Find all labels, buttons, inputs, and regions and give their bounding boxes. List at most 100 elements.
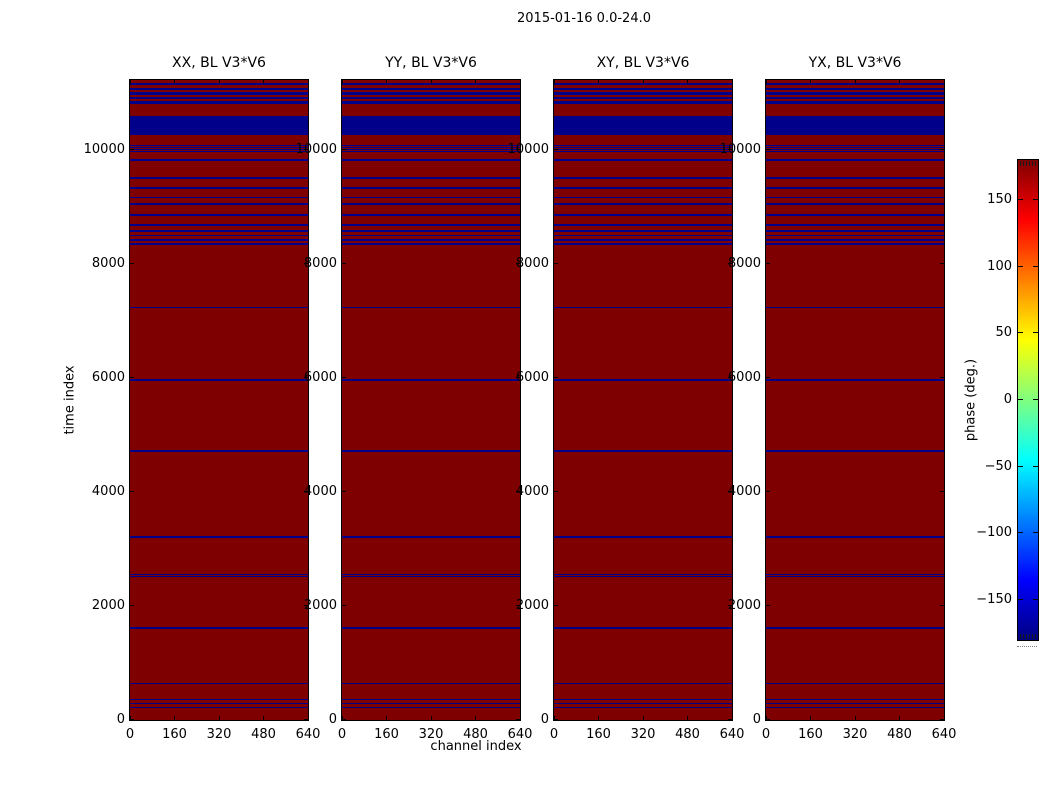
flagged-rows-band — [766, 450, 944, 452]
flagged-rows-band — [130, 177, 308, 179]
y-tick-left — [554, 719, 558, 720]
flagged-rows-band — [130, 234, 308, 237]
y-tick-right — [728, 148, 732, 150]
y-tick-label: 0 — [328, 712, 337, 727]
flagged-rows-band — [766, 238, 944, 241]
colorbar-tick-label: −150 — [976, 591, 1012, 607]
x-tick-label: 320 — [842, 727, 868, 742]
y-tick-label: 10000 — [507, 141, 549, 157]
y-tick-right — [304, 262, 308, 264]
flagged-rows-band — [130, 149, 308, 151]
flagged-rows-band — [554, 196, 732, 199]
x-tick-top — [519, 80, 521, 84]
flagged-rows-band — [342, 379, 520, 381]
panel-title-yx: YX, BL V3*V6 — [808, 55, 902, 71]
y-tick-left — [130, 490, 134, 492]
flagged-rows-band — [342, 627, 520, 630]
flagged-rows-band — [130, 576, 308, 578]
flagged-rows-band — [130, 682, 308, 685]
flagged-rows-band — [130, 158, 308, 161]
y-tick-left — [766, 490, 770, 492]
y-tick-label: 0 — [540, 712, 549, 727]
flagged-rows-band — [554, 576, 732, 578]
flagged-rows-band — [342, 698, 520, 701]
flagged-rows-band — [766, 96, 944, 100]
colorbar-end-hatch-top — [1032, 161, 1033, 166]
flagged-rows-band — [554, 682, 732, 685]
flagged-rows-band — [130, 379, 308, 381]
flagged-rows-band — [130, 238, 308, 241]
x-tick-label: 480 — [251, 727, 276, 742]
flagged-rows-band — [342, 576, 520, 578]
y-tick-right — [304, 148, 308, 150]
colorbar: 150 100 50 0 −50 −100 −150 — [976, 159, 1039, 641]
x-tick-top — [430, 80, 432, 84]
flagged-rows-band — [554, 177, 732, 179]
flagged-rows-band — [130, 92, 308, 95]
flagged-rows-band — [766, 229, 944, 232]
y-tick-left — [554, 376, 558, 378]
x-tick-bottom — [598, 716, 599, 720]
colorbar-tick-right — [1033, 265, 1038, 267]
y-tick-right — [516, 262, 520, 264]
heatmap-panel-xx: 0 160 320 480 640 0 2000 4000 6000 8000 10000 — [84, 79, 320, 742]
x-tick-label: 480 — [675, 727, 700, 742]
y-tick-left — [554, 604, 558, 606]
flagged-rows-band — [342, 203, 520, 205]
y-tick-label: 0 — [752, 712, 761, 727]
flagged-rows-band — [342, 101, 520, 104]
x-tick-top — [386, 80, 387, 84]
flagged-rows-band — [554, 214, 732, 216]
y-tick-label: 6000 — [515, 369, 549, 385]
flagged-rows-band — [342, 214, 520, 216]
y-tick-right — [728, 604, 732, 606]
colorbar-tick-right — [1033, 332, 1038, 334]
flagged-rows-band — [554, 151, 732, 153]
flagged-rows-band — [342, 306, 520, 309]
flagged-rows-band — [130, 627, 308, 630]
colorbar-tick-label: 0 — [1003, 392, 1012, 407]
y-tick-left — [130, 604, 134, 606]
y-tick-right — [304, 604, 308, 606]
y-tick-right — [728, 262, 732, 264]
x-tick-label: 160 — [798, 727, 823, 742]
flagged-rows-band — [766, 87, 944, 91]
y-tick-label: 4000 — [515, 483, 549, 499]
x-tick-bottom — [263, 716, 264, 720]
flagged-rows-band — [130, 214, 308, 216]
x-tick-bottom — [519, 716, 521, 720]
y-tick-right — [940, 262, 944, 264]
y-tick-label: 2000 — [727, 597, 761, 613]
colorbar-tick-right — [1033, 532, 1038, 534]
y-tick-left — [766, 719, 770, 720]
x-tick-bottom — [174, 716, 175, 720]
x-tick-bottom — [475, 716, 476, 720]
x-tick-top — [341, 80, 343, 84]
x-tick-top — [943, 80, 945, 84]
flagged-rows-band — [130, 145, 308, 147]
flagged-rows-band — [130, 101, 308, 104]
flagged-rows-band — [342, 536, 520, 538]
flagged-rows-band — [342, 147, 520, 149]
flagged-rows-band — [342, 223, 520, 226]
flagged-rows-band — [554, 158, 732, 161]
colorbar-end-hatch-bottom — [1023, 634, 1024, 639]
x-tick-top — [642, 80, 644, 84]
y-tick-right — [940, 376, 944, 378]
flagged-rows-band — [554, 536, 732, 538]
flagged-rows-band — [130, 243, 308, 245]
flagged-rows-band — [554, 306, 732, 309]
flagged-rows-band — [342, 682, 520, 685]
y-tick-left — [342, 490, 346, 492]
flagged-rows-band — [342, 706, 520, 709]
x-tick-top — [129, 80, 131, 84]
flagged-rows-band — [554, 87, 732, 91]
y-tick-left — [130, 148, 134, 150]
flagged-rows-band — [766, 158, 944, 161]
y-tick-label: 8000 — [727, 255, 761, 271]
y-tick-right — [940, 604, 944, 606]
flagged-rows-band — [766, 92, 944, 95]
flagged-rows-band — [554, 627, 732, 630]
x-tick-label: 640 — [719, 727, 745, 742]
